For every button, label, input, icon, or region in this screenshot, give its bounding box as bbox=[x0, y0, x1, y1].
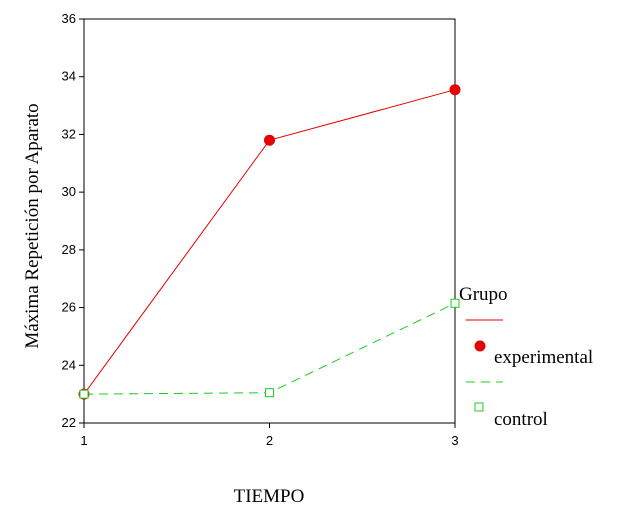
y-tick-label: 24 bbox=[62, 357, 76, 372]
legend-marker-control bbox=[474, 402, 484, 412]
data-point-experimental bbox=[449, 84, 461, 96]
data-point-experimental bbox=[264, 134, 275, 146]
legend: Grupo experimental control bbox=[459, 284, 593, 430]
y-tick-label: 26 bbox=[62, 300, 76, 315]
data-point-control bbox=[265, 388, 274, 398]
x-axis-title: TIEMPO bbox=[234, 486, 305, 507]
legend-label-control: control bbox=[494, 409, 548, 430]
data-point-control bbox=[450, 298, 460, 308]
y-tick-label: 34 bbox=[62, 69, 76, 84]
y-tick-label: 22 bbox=[62, 415, 76, 430]
data-point-control bbox=[79, 389, 89, 399]
axis-ticks: 22 24 26 28 30 32 34 36 1 2 3 bbox=[62, 11, 459, 448]
series-layer bbox=[78, 84, 461, 400]
plot-area-frame bbox=[83, 18, 456, 424]
y-tick-label: 32 bbox=[62, 126, 76, 141]
x-tick-label: 2 bbox=[266, 433, 273, 448]
legend-marker-experimental bbox=[474, 340, 486, 352]
y-tick-label: 30 bbox=[62, 184, 76, 199]
series-line-control bbox=[83, 302, 456, 395]
x-tick-label: 3 bbox=[451, 433, 458, 448]
y-tick-label: 36 bbox=[62, 11, 76, 26]
legend-title: Grupo bbox=[459, 284, 508, 305]
y-tick-label: 28 bbox=[62, 242, 76, 257]
legend-label-experimental: experimental bbox=[494, 347, 593, 368]
y-axis-title: Máxima Repetición por Aparato bbox=[22, 103, 43, 348]
x-tick-label: 1 bbox=[80, 433, 87, 448]
